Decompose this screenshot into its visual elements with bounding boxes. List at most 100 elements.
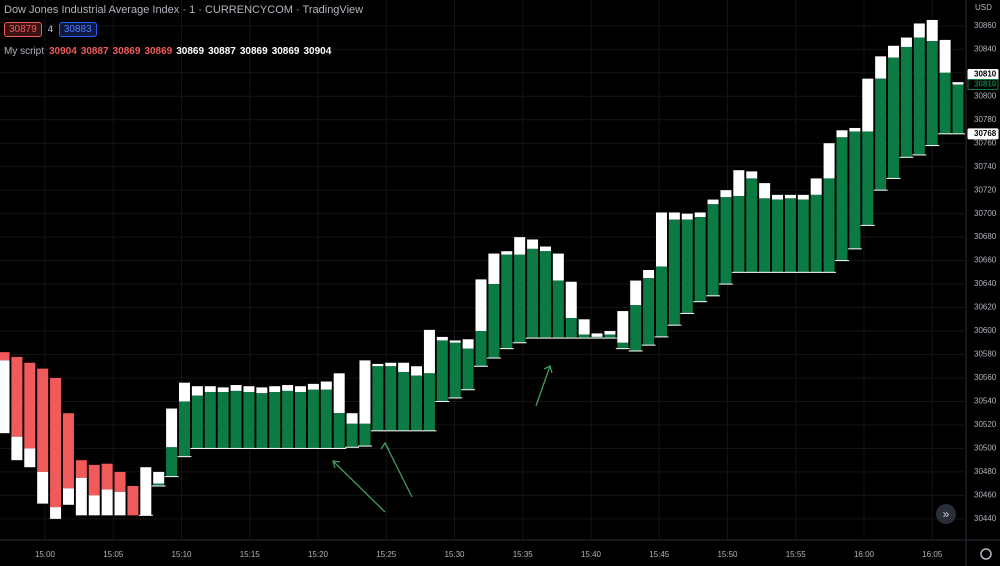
bar-upper bbox=[939, 39, 951, 73]
price-tag bbox=[967, 128, 999, 140]
bar-upper bbox=[256, 387, 268, 394]
bar-upper bbox=[37, 368, 49, 472]
bar-lower bbox=[617, 342, 629, 349]
bar-lower bbox=[166, 447, 178, 477]
currency: USD bbox=[975, 3, 992, 12]
bar-lower bbox=[501, 254, 513, 349]
x-tick-label: 15:40 bbox=[581, 550, 602, 559]
bar-lower bbox=[952, 84, 964, 134]
script-value: 30869 bbox=[271, 46, 300, 57]
x-tick-label: 15:05 bbox=[103, 550, 124, 559]
bar-lower bbox=[359, 423, 371, 447]
y-tick-label: 30560 bbox=[974, 373, 997, 382]
bar-lower bbox=[926, 41, 938, 146]
bar-upper bbox=[694, 212, 706, 218]
bar-upper bbox=[75, 460, 87, 478]
bar-upper bbox=[862, 78, 874, 132]
bar-upper bbox=[204, 386, 216, 393]
script-value: 30869 bbox=[176, 46, 205, 57]
bar-lower bbox=[411, 375, 423, 431]
bar-lower bbox=[784, 198, 796, 273]
bar-upper bbox=[888, 45, 900, 58]
x-tick-label: 15:45 bbox=[649, 550, 670, 559]
bar-upper bbox=[501, 251, 513, 255]
bar-lower bbox=[578, 334, 590, 339]
bar-lower bbox=[565, 318, 577, 339]
script-value: 30869 bbox=[112, 46, 141, 57]
bar-lower bbox=[372, 366, 384, 431]
script-name: My script bbox=[4, 46, 44, 57]
y-tick-label: 30740 bbox=[974, 162, 997, 171]
price-tag bbox=[967, 79, 999, 91]
bar-lower bbox=[320, 389, 332, 449]
bar-upper bbox=[114, 471, 126, 492]
x-tick-label: 15:10 bbox=[171, 550, 192, 559]
y-tick-label: 30460 bbox=[974, 491, 997, 500]
bar-lower bbox=[436, 340, 448, 402]
bar-upper bbox=[668, 212, 680, 220]
bar-upper bbox=[191, 386, 203, 396]
bar-upper bbox=[604, 331, 616, 335]
bar-upper bbox=[217, 387, 229, 393]
y-tick-label: 30600 bbox=[974, 326, 997, 335]
bar-upper bbox=[900, 37, 912, 47]
x-tick-label: 15:00 bbox=[35, 550, 56, 559]
bar-lower bbox=[101, 489, 113, 516]
bar-lower bbox=[153, 483, 165, 486]
bar-upper bbox=[591, 333, 603, 337]
script-legend: My script 30904 30887 30869 30869 30869 30887 3… bbox=[4, 46, 335, 57]
bar-lower bbox=[114, 491, 126, 516]
bar-lower bbox=[888, 57, 900, 179]
spread: 4 bbox=[47, 24, 53, 34]
bar-lower bbox=[694, 217, 706, 302]
bar-upper bbox=[617, 311, 629, 343]
bar-upper bbox=[0, 352, 10, 361]
y-tick-label: 30800 bbox=[974, 91, 997, 100]
bar-lower bbox=[939, 72, 951, 134]
bar-lower bbox=[643, 278, 655, 346]
bar-upper bbox=[681, 213, 693, 220]
bar-upper bbox=[62, 413, 74, 489]
bar-lower bbox=[385, 366, 397, 431]
x-tick-label: 15:55 bbox=[786, 550, 807, 559]
bar-upper bbox=[926, 19, 938, 42]
bar-lower bbox=[37, 471, 49, 504]
bar-upper bbox=[178, 382, 190, 402]
bar-upper bbox=[24, 362, 36, 449]
bar-upper bbox=[578, 319, 590, 335]
bar-upper bbox=[759, 183, 771, 199]
bar-upper bbox=[772, 194, 784, 200]
bar-upper bbox=[436, 336, 448, 341]
bar-upper bbox=[552, 253, 564, 281]
bar-lower bbox=[24, 448, 36, 468]
y-tick-label: 30780 bbox=[974, 115, 997, 124]
bar-lower bbox=[900, 46, 912, 158]
bar-lower bbox=[772, 199, 784, 273]
bar-upper bbox=[282, 385, 294, 391]
script-value: 30869 bbox=[239, 46, 268, 57]
bar-lower bbox=[11, 436, 23, 461]
y-tick-label: 30760 bbox=[974, 138, 997, 147]
script-value: 30887 bbox=[208, 46, 236, 57]
bar-lower bbox=[398, 372, 410, 431]
bar-lower bbox=[862, 131, 874, 226]
bar-upper bbox=[153, 471, 165, 484]
bar-upper bbox=[320, 381, 332, 390]
sell-button[interactable]: 30879 bbox=[4, 22, 42, 37]
bar-lower bbox=[204, 392, 216, 449]
bar-upper bbox=[539, 246, 551, 252]
y-tick-label: 30680 bbox=[974, 232, 997, 241]
bar-upper bbox=[565, 281, 577, 319]
bar-lower bbox=[346, 423, 358, 448]
buy-button[interactable]: 30883 bbox=[58, 22, 97, 37]
y-tick-label: 30700 bbox=[974, 209, 997, 218]
bar-lower bbox=[552, 280, 564, 339]
bar-lower bbox=[875, 78, 887, 191]
y-tick-label: 30660 bbox=[974, 256, 997, 265]
bar-lower bbox=[449, 342, 461, 398]
script-value: 30869 bbox=[144, 46, 173, 57]
bar-lower bbox=[0, 360, 10, 434]
y-tick-label: 30520 bbox=[974, 420, 997, 429]
y-tick-label: 30500 bbox=[974, 444, 997, 453]
bar-lower bbox=[269, 392, 281, 449]
